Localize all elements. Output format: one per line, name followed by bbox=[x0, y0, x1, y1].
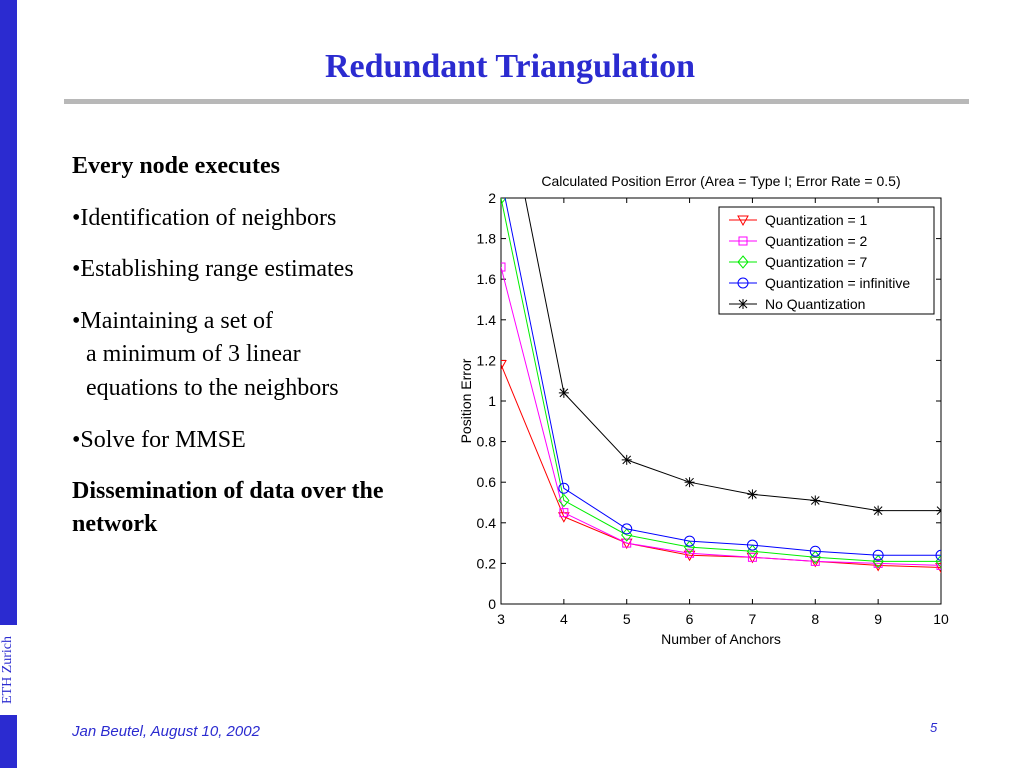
series-line bbox=[504, 198, 941, 556]
bullet-continuation: equations to the neighbors bbox=[86, 374, 339, 401]
legend-label: Quantization = 1 bbox=[765, 212, 868, 228]
data-point bbox=[558, 482, 570, 494]
page-number: 5 bbox=[930, 720, 938, 735]
data-point bbox=[747, 552, 757, 562]
legend-label: Quantization = 7 bbox=[765, 254, 868, 270]
sidebar-label: ETH Zurich bbox=[0, 635, 15, 705]
data-point bbox=[809, 545, 821, 557]
y-tick-label: 0.8 bbox=[477, 434, 497, 450]
legend-label: No Quantization bbox=[765, 296, 865, 312]
data-point bbox=[501, 359, 507, 371]
x-tick-label: 7 bbox=[749, 611, 757, 627]
data-point bbox=[621, 454, 632, 465]
series-line bbox=[501, 364, 941, 568]
legend-label: Quantization = 2 bbox=[765, 233, 868, 249]
data-point bbox=[501, 262, 506, 272]
x-axis-label: Number of Anchors bbox=[661, 631, 781, 647]
legend-marker bbox=[737, 255, 749, 269]
bullet-text: •Establishing range estimates bbox=[72, 256, 354, 283]
title-divider bbox=[64, 99, 969, 104]
legend-entry: Quantization = 2 bbox=[729, 233, 868, 249]
bullet-footer: Dissemination of data over the network bbox=[72, 475, 452, 540]
legend-box bbox=[718, 206, 935, 315]
bullet-item: •Solve for MMSE bbox=[72, 424, 452, 458]
chart-title: Calculated Position Error (Area = Type I… bbox=[541, 173, 900, 189]
legend-entry: Quantization = 7 bbox=[729, 254, 868, 270]
y-tick-label: 0.4 bbox=[477, 515, 497, 531]
data-point bbox=[935, 562, 941, 574]
data-point bbox=[685, 548, 695, 558]
x-tick-label: 8 bbox=[811, 611, 819, 627]
data-point bbox=[621, 523, 633, 535]
y-tick-label: 1.2 bbox=[477, 352, 497, 368]
series-line bbox=[501, 266, 941, 566]
y-tick-label: 1.4 bbox=[477, 312, 497, 328]
legend-marker bbox=[738, 299, 748, 309]
y-tick-label: 1.8 bbox=[477, 231, 497, 247]
bullet-heading: Every node executes bbox=[72, 153, 280, 179]
data-point bbox=[935, 549, 941, 561]
y-tick-label: 0 bbox=[488, 596, 496, 612]
y-axis-label: Position Error bbox=[458, 358, 474, 443]
data-point bbox=[684, 477, 695, 488]
position-error-chart: Calculated Position Error (Area = Type I… bbox=[458, 173, 949, 647]
y-tick-label: 0.2 bbox=[477, 555, 497, 571]
y-tick-label: 1.6 bbox=[477, 271, 497, 287]
data-point bbox=[559, 508, 569, 518]
data-point bbox=[747, 489, 758, 500]
legend-entry: Quantization = infinitive bbox=[729, 275, 910, 291]
data-point bbox=[872, 549, 884, 561]
x-tick-label: 10 bbox=[933, 611, 949, 627]
data-point bbox=[684, 535, 696, 547]
bullet-text: •Identification of neighbors bbox=[72, 204, 337, 231]
data-point bbox=[873, 505, 884, 516]
x-tick-label: 3 bbox=[497, 611, 505, 627]
legend-entry: Quantization = 1 bbox=[729, 212, 868, 228]
data-point bbox=[936, 560, 941, 570]
bullet-continuation: a minimum of 3 linear bbox=[86, 341, 301, 368]
data-point bbox=[496, 173, 506, 183]
legend-marker bbox=[737, 215, 749, 227]
data-point bbox=[936, 505, 941, 516]
series-line bbox=[524, 198, 941, 512]
left-sidebar-band bbox=[0, 0, 17, 768]
data-point bbox=[558, 387, 569, 398]
x-tick-label: 4 bbox=[560, 611, 568, 627]
bullet-item: •Maintaining a set of a minimum of 3 lin… bbox=[72, 305, 452, 406]
data-point bbox=[810, 495, 821, 506]
x-tick-label: 5 bbox=[623, 611, 631, 627]
legend-marker bbox=[737, 277, 749, 289]
series-3 bbox=[496, 173, 941, 561]
legend-label: Quantization = infinitive bbox=[765, 275, 910, 291]
bullet-text: •Solve for MMSE bbox=[72, 426, 246, 453]
slide-title: Redundant Triangulation bbox=[324, 48, 696, 85]
bullet-item: •Identification of neighbors bbox=[72, 202, 452, 236]
bullet-item: •Establishing range estimates bbox=[72, 253, 452, 287]
bullet-footer-line: network bbox=[72, 510, 158, 537]
data-point bbox=[558, 493, 570, 508]
y-tick-label: 1 bbox=[488, 393, 496, 409]
legend-marker bbox=[738, 236, 748, 246]
bullet-list: Every node executes •Identification of n… bbox=[72, 150, 452, 540]
series-4 bbox=[524, 198, 941, 516]
x-tick-label: 9 bbox=[874, 611, 882, 627]
x-tick-label: 6 bbox=[686, 611, 694, 627]
bullet-text: •Maintaining a set of bbox=[72, 307, 274, 334]
y-tick-label: 2 bbox=[488, 190, 496, 206]
footer-author: Jan Beutel, August 10, 2002 bbox=[72, 723, 260, 740]
series-line bbox=[501, 198, 941, 562]
legend-entry: No Quantization bbox=[729, 296, 865, 312]
y-tick-label: 0.6 bbox=[477, 474, 497, 490]
data-point bbox=[746, 539, 758, 551]
bullet-footer-line: Dissemination of data over the bbox=[72, 478, 384, 505]
sidebar-label-box: ETH Zurich bbox=[0, 625, 17, 715]
data-point bbox=[622, 538, 632, 548]
data-point bbox=[683, 550, 696, 562]
